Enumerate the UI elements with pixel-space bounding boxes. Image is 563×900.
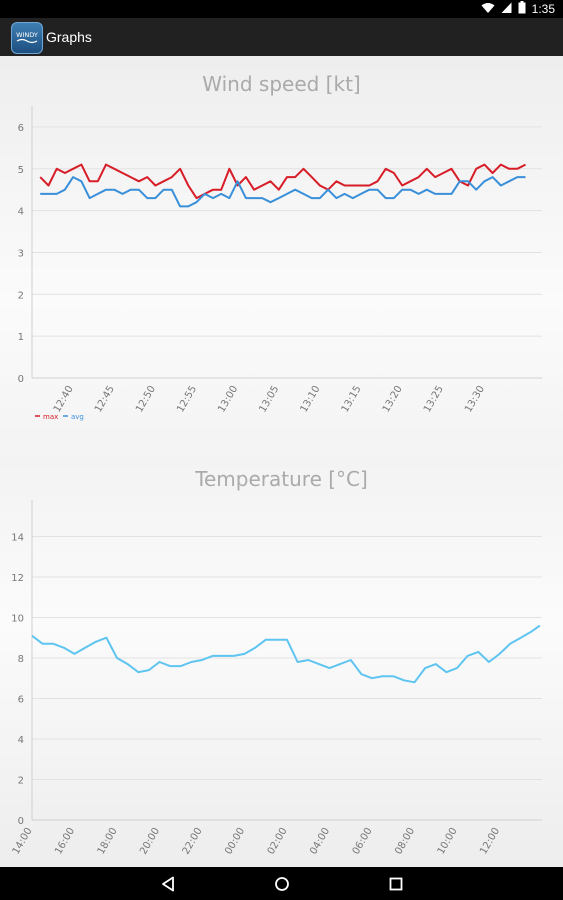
x-tick-label: 14:00: [11, 826, 35, 856]
y-tick-label: 10: [11, 613, 24, 624]
x-tick-label: 08:00: [393, 826, 417, 856]
y-tick-label: 12: [11, 573, 24, 584]
wind-speed-chart: Wind speed [kt] 0 1 2 3 4 5 6 12:40 12:45 12:50 12:…: [18, 72, 542, 421]
series-line-avg: [40, 176, 526, 208]
x-tick-label: 12:50: [134, 384, 158, 414]
x-tick-label: 22:00: [181, 826, 205, 856]
app-bar: WINDY Graphs: [0, 18, 563, 56]
y-tick-label: 3: [18, 248, 24, 259]
x-tick-label: 10:00: [436, 826, 460, 856]
y-tick-label: 4: [18, 207, 24, 218]
battery-icon: [518, 1, 526, 17]
back-icon[interactable]: [157, 873, 179, 895]
navigation-bar: [0, 867, 563, 900]
app-title: Graphs: [46, 29, 92, 45]
x-tick-label: 13:25: [422, 384, 446, 414]
temperature-chart: Temperature [°C] 0 2 4 6 8 10 12 14 14:00 16:00 18:…: [11, 467, 542, 856]
y-tick-label: 2: [18, 290, 24, 301]
series-line-max: [39, 163, 526, 200]
recents-icon[interactable]: [385, 873, 407, 895]
x-tick-label: 13:00: [216, 384, 240, 414]
y-tick-label: 0: [18, 816, 24, 827]
y-tick-label: 14: [11, 532, 24, 543]
x-tick-label: 06:00: [351, 826, 375, 856]
x-tick-label: 12:00: [478, 826, 502, 856]
y-tick-label: 5: [18, 165, 24, 176]
x-tick-label: 13:05: [257, 384, 281, 414]
chart-title: Wind speed [kt]: [202, 72, 360, 96]
status-time: 1:35: [531, 2, 555, 16]
x-tick-label: 13:15: [340, 384, 364, 414]
x-tick-label: 04:00: [308, 826, 332, 856]
x-tick-label: 12:45: [93, 384, 117, 414]
x-tick-label: 13:10: [299, 384, 323, 414]
status-icons: 1:35: [481, 1, 555, 17]
x-tick-label: 13:20: [381, 384, 405, 414]
home-icon[interactable]: [271, 873, 293, 895]
y-tick-label: 0: [18, 374, 24, 385]
y-tick-label: 4: [18, 735, 24, 746]
graphs-content: Wind speed [kt] 0 1 2 3 4 5 6 12:40 12:45 12:50 12:…: [0, 56, 563, 867]
y-tick-label: 6: [18, 694, 24, 705]
cellular-icon: [501, 2, 512, 17]
chart-title: Temperature [°C]: [194, 467, 368, 491]
wifi-icon: [481, 2, 495, 17]
x-tick-label: 02:00: [266, 826, 290, 856]
y-tick-label: 1: [18, 332, 24, 343]
app-logo-text: WINDY: [16, 31, 38, 39]
x-tick-label: 12:55: [175, 384, 199, 414]
x-tick-label: 16:00: [53, 826, 77, 856]
y-tick-label: 6: [18, 123, 24, 134]
x-tick-label: 12:40: [52, 384, 76, 414]
x-tick-label: 18:00: [96, 826, 120, 856]
y-tick-label: 8: [18, 654, 24, 665]
legend-label: max: [43, 413, 58, 421]
status-bar: 1:35: [0, 0, 563, 18]
x-tick-label: 13:30: [463, 384, 487, 414]
legend-label: avg: [71, 413, 84, 421]
x-tick-label: 00:00: [223, 826, 247, 856]
x-tick-label: 20:00: [138, 826, 162, 856]
y-tick-label: 2: [18, 775, 24, 786]
series-line-temperature: [31, 624, 541, 684]
app-logo-icon[interactable]: WINDY: [11, 22, 43, 54]
